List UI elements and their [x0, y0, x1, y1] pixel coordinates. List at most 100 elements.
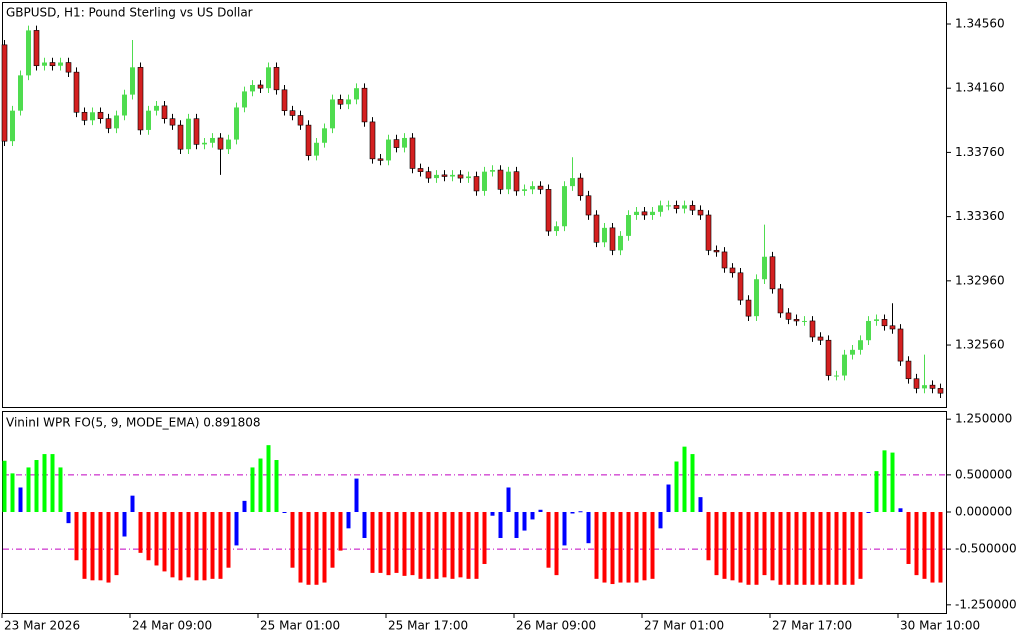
histogram-bar — [522, 512, 527, 531]
candle-body — [42, 62, 47, 66]
histogram-bar — [154, 512, 159, 566]
histogram-bar — [490, 512, 495, 516]
candle-body — [850, 349, 855, 355]
candle-body — [858, 340, 863, 350]
histogram-bar — [642, 512, 647, 581]
histogram-bar — [594, 512, 599, 579]
candle-body — [530, 186, 535, 190]
candle-body — [817, 336, 824, 341]
candle-body — [554, 226, 559, 232]
candle-body — [250, 84, 255, 92]
histogram-bar — [106, 512, 111, 583]
histogram-bar — [322, 512, 327, 583]
histogram-bar — [370, 512, 375, 573]
candle-body — [305, 124, 312, 156]
candle-body — [793, 319, 800, 322]
candle-body — [737, 272, 744, 301]
candle-body — [417, 168, 424, 172]
y-tick-label: 1.33760 — [955, 145, 1005, 159]
candle-body — [762, 256, 767, 280]
histogram-bar — [50, 454, 55, 512]
histogram-bar — [698, 497, 703, 512]
histogram-bar — [658, 512, 663, 529]
histogram-bar — [810, 512, 815, 585]
candle-body — [729, 267, 736, 274]
histogram-bar — [130, 495, 135, 512]
candle-body — [234, 107, 239, 140]
histogram-bar — [442, 512, 447, 578]
histogram-bar — [802, 512, 807, 585]
candle-body — [482, 171, 487, 191]
candle-body — [834, 375, 839, 377]
candle-body — [202, 142, 207, 145]
candle-body — [490, 170, 495, 172]
candle-body — [169, 118, 176, 126]
histogram-bar — [610, 512, 615, 585]
candle-body — [193, 118, 200, 145]
candle-body — [337, 99, 344, 105]
candle-body — [137, 67, 144, 131]
candle-body — [658, 205, 663, 212]
candle-body — [266, 67, 271, 89]
histogram-bar — [938, 512, 943, 583]
histogram-bar — [530, 512, 535, 520]
histogram-bar — [786, 512, 791, 585]
histogram-bar — [626, 512, 631, 583]
candle-body — [154, 105, 159, 111]
candle-body — [673, 205, 680, 209]
histogram-bar — [458, 512, 463, 578]
histogram-bar — [818, 512, 823, 585]
candle-body — [409, 137, 416, 169]
histogram-bar — [298, 512, 303, 583]
histogram-bar — [426, 512, 431, 579]
histogram-bar — [338, 512, 343, 551]
x-tick-label: 27 Mar 17:00 — [772, 619, 852, 633]
histogram-bar — [674, 461, 679, 512]
histogram-bar — [394, 512, 399, 573]
histogram-bar — [74, 512, 79, 561]
candle-body — [881, 319, 888, 327]
candle-body — [537, 185, 544, 190]
price-panel — [2, 2, 947, 408]
candle-body — [641, 211, 648, 216]
histogram-bar — [898, 508, 903, 512]
histogram-bar — [210, 512, 215, 579]
candle-body — [545, 189, 552, 232]
candle-body — [809, 320, 816, 338]
candle-body — [897, 328, 904, 362]
histogram-bar — [666, 484, 671, 512]
histogram-bar — [234, 512, 239, 546]
histogram-bar — [434, 512, 439, 579]
histogram-bar — [266, 445, 271, 512]
candle-body — [626, 215, 631, 236]
histogram-bar — [450, 512, 455, 579]
candle-body — [609, 227, 616, 251]
histogram-bar — [706, 512, 711, 561]
candle-body — [905, 360, 912, 380]
histogram-bar — [178, 512, 183, 581]
candle-body — [393, 139, 400, 148]
candle-body — [281, 89, 288, 111]
histogram-bar — [834, 512, 839, 585]
histogram-bar — [602, 512, 607, 583]
candle-body — [354, 88, 359, 100]
candle-body — [842, 354, 847, 376]
histogram-bar — [506, 487, 511, 512]
candle-body — [577, 177, 584, 197]
histogram-bar — [18, 487, 23, 512]
histogram-bar — [738, 512, 743, 583]
candle-body — [937, 388, 944, 394]
histogram-bar — [26, 467, 31, 512]
x-tick-label: 26 Mar 09:00 — [516, 619, 596, 633]
candle-body — [513, 171, 520, 192]
candle-body — [473, 176, 480, 192]
candle-body — [242, 91, 247, 108]
histogram-bar — [538, 509, 543, 512]
histogram-bar — [634, 512, 639, 583]
candle-body — [634, 211, 639, 216]
candle-body — [913, 378, 920, 389]
y-tick-label: -1.250000 — [955, 597, 1017, 611]
candle-body — [10, 110, 15, 142]
candle-body — [713, 250, 720, 253]
histogram-bar — [890, 452, 895, 512]
